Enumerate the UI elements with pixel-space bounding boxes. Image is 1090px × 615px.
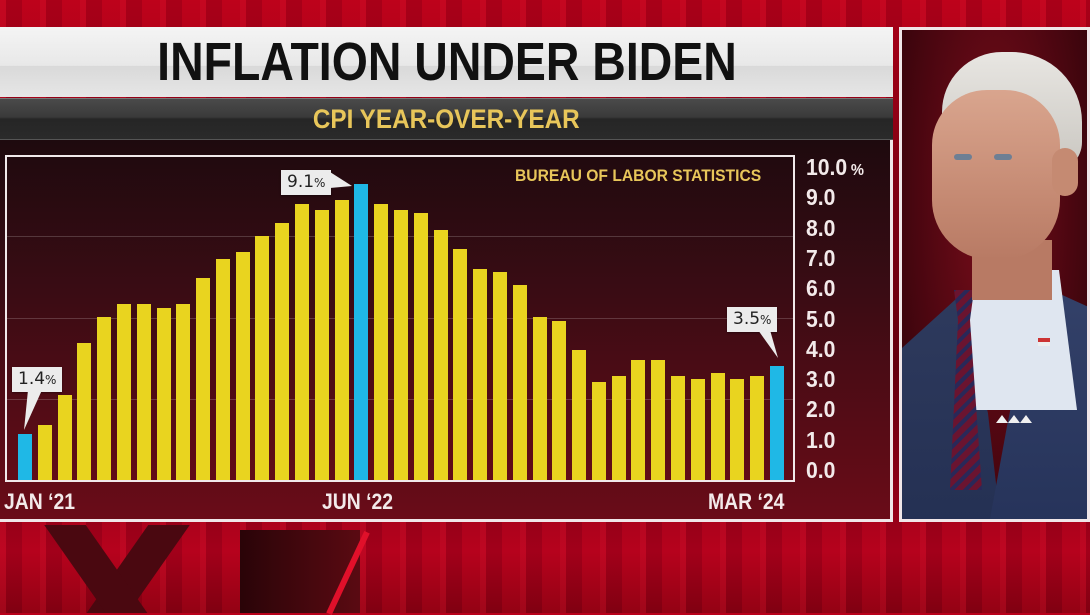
photo-panel [899, 27, 1090, 522]
y-tick-label: 10.0% [806, 154, 864, 180]
bar [77, 343, 91, 480]
bar [196, 278, 210, 480]
bar [315, 210, 329, 480]
bar [691, 379, 705, 480]
chart-subtitle: CPI YEAR-OVER-YEAR [313, 103, 580, 134]
bar [414, 213, 428, 480]
source-label: BUREAU OF LABOR STATISTICS [515, 166, 762, 185]
portrait-eye [994, 154, 1012, 160]
portrait-ear [1052, 148, 1078, 196]
subtitle-bar: CPI YEAR-OVER-YEAR [0, 98, 893, 141]
y-tick-label: 4.0 [806, 336, 836, 362]
bar [38, 425, 52, 480]
callout-unit: % [45, 373, 57, 387]
y-tick-label: 0.0 [806, 457, 836, 483]
y-tick-label: 1.0 [806, 427, 836, 453]
y-tick-label: 3.0 [806, 366, 836, 392]
callout-pointer-icon [24, 390, 42, 430]
bar [631, 360, 645, 480]
bar-highlighted [18, 434, 32, 480]
bar [137, 304, 151, 480]
callout-first-value: 1.4% [12, 367, 63, 392]
bar [711, 373, 725, 480]
y-tick-label: 9.0 [806, 184, 836, 210]
bar [473, 269, 487, 480]
y-axis-unit: % [850, 162, 864, 179]
y-tick-label: 8.0 [806, 215, 836, 241]
bar [750, 376, 764, 480]
callout-peak-value: 9.1% [281, 170, 332, 195]
callout-value: 3.5 [733, 309, 761, 329]
pocket-square [996, 415, 1032, 423]
bar [730, 379, 744, 480]
callout-unit: % [760, 313, 772, 327]
y-tick-label: 6.0 [806, 275, 836, 301]
bar [533, 317, 547, 480]
bar [552, 321, 566, 480]
title-bar: INFLATION UNDER BIDEN [0, 27, 893, 97]
x-tick-label: JUN ‘22 [322, 489, 394, 514]
callout-unit: % [314, 176, 326, 190]
callout-pointer-icon [330, 172, 352, 188]
y-tick-label: 7.0 [806, 245, 836, 271]
callout-pointer-icon [758, 330, 778, 358]
page-title: INFLATION UNDER BIDEN [156, 32, 737, 92]
bar [157, 308, 171, 480]
plot-frame [5, 155, 795, 482]
bar-highlighted [770, 366, 784, 480]
bar [255, 236, 269, 480]
bar [275, 223, 289, 480]
bar [671, 376, 685, 480]
flag-pin-icon [1038, 338, 1050, 346]
bar [513, 285, 527, 480]
bar [612, 376, 626, 480]
callout-last-value: 3.5% [727, 307, 778, 332]
bar [651, 360, 665, 480]
bar [592, 382, 606, 480]
bar [434, 230, 448, 480]
callout-value: 9.1 [287, 172, 315, 192]
background-block-graphic [240, 530, 360, 613]
bar [97, 317, 111, 480]
bar [216, 259, 230, 480]
y-tick-label: 5.0 [806, 306, 836, 332]
bar [374, 204, 388, 480]
background-x-graphic [30, 525, 230, 613]
bar [236, 252, 250, 480]
bar [295, 204, 309, 480]
portrait-face [932, 90, 1060, 260]
bar [58, 395, 72, 480]
portrait-eye [954, 154, 972, 160]
y-tick-label: 2.0 [806, 396, 836, 422]
bar [335, 200, 349, 480]
callout-value: 1.4 [18, 369, 46, 389]
bar-highlighted [354, 184, 368, 480]
bar [176, 304, 190, 480]
bar [572, 350, 586, 480]
bar [117, 304, 131, 480]
x-tick-label: MAR ‘24 [708, 489, 785, 514]
bar [394, 210, 408, 480]
x-tick-label: JAN ‘21 [4, 489, 76, 514]
bar [453, 249, 467, 480]
bar [493, 272, 507, 480]
